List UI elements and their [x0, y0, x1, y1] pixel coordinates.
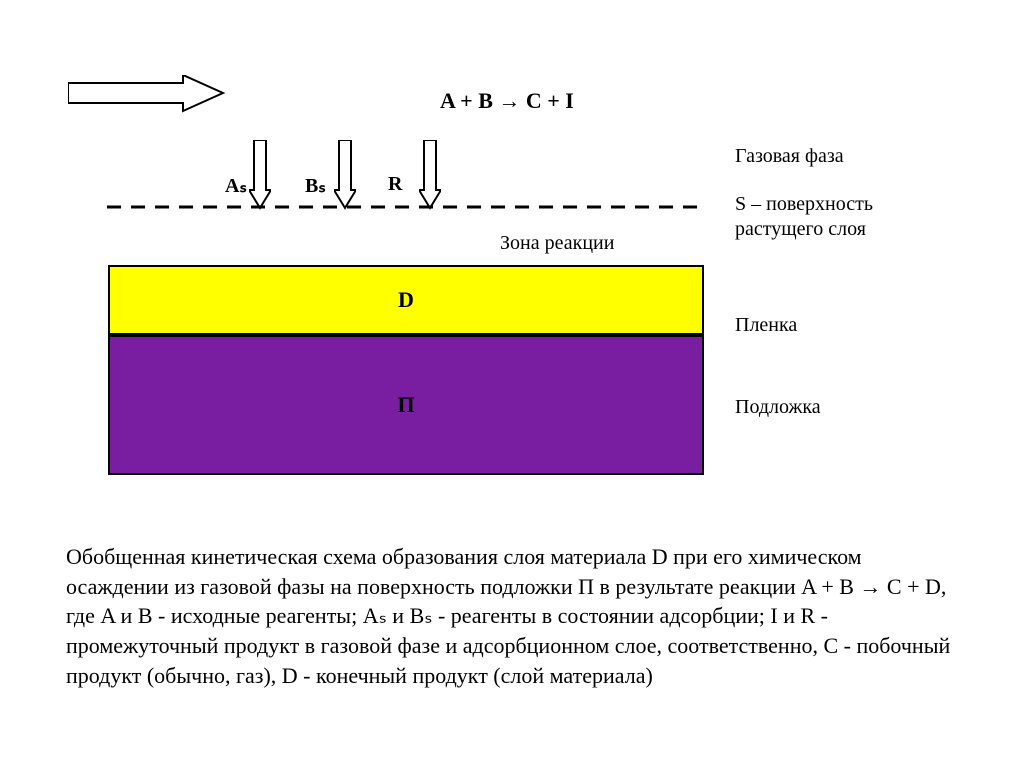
surface-dashed-line — [107, 204, 707, 210]
reaction-equation: A + B → C + I — [440, 88, 574, 114]
substrate-layer: П — [108, 335, 704, 475]
film-layer-letter: D — [398, 287, 414, 313]
down-arrow-as-icon — [249, 140, 271, 210]
film-layer: D — [108, 265, 704, 335]
figure-caption: Обобщенная кинетическая схема образовани… — [66, 542, 966, 690]
surface-label-line2: растущего слоя — [735, 218, 866, 241]
intermediate-r-label: R — [388, 173, 402, 196]
substrate-side-label: Подложка — [735, 396, 821, 419]
reaction-zone-label: Зона реакции — [500, 232, 614, 255]
surface-label-line1: S – поверхность — [735, 193, 873, 216]
diagram-canvas: A + B → C + I Газовая фаза Aₛ Bₛ R S – п… — [0, 0, 1024, 767]
film-side-label: Пленка — [735, 314, 797, 337]
substrate-layer-letter: П — [397, 392, 414, 418]
down-arrow-r-icon — [419, 140, 441, 210]
reagent-as-label: Aₛ — [225, 173, 247, 198]
reagent-bs-label: Bₛ — [305, 173, 326, 198]
flow-arrow-icon — [68, 75, 228, 115]
gas-phase-label: Газовая фаза — [735, 145, 844, 168]
down-arrow-bs-icon — [334, 140, 356, 210]
